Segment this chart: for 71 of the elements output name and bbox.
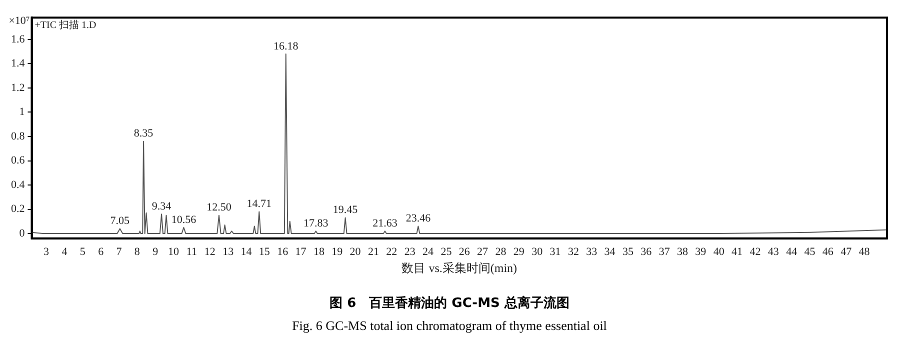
annotation: 12.50 — [206, 202, 232, 214]
text: 图 6 百里香精油的 GC-MS 总离子流图 — [328, 294, 570, 312]
x-tick-label: 32 — [568, 246, 579, 258]
annotation: 19.45 — [332, 204, 358, 216]
x-tick-label: 43 — [768, 246, 780, 258]
x-tick-label: 21 — [368, 246, 379, 258]
x-tick-label: 47 — [840, 246, 852, 258]
x-tick-label: 17 — [295, 246, 307, 258]
x-tick-label: 36 — [640, 246, 652, 258]
annotation: 17.83 — [303, 218, 329, 230]
x-tick-label: 10 — [168, 246, 180, 258]
annotation: 9.34 — [152, 200, 172, 213]
annotation: +TIC 扫描 1.D — [34, 19, 96, 32]
x-tick-label: 27 — [477, 246, 489, 258]
x-tick-label: 11 — [186, 246, 198, 258]
x-tick-label: 40 — [713, 246, 725, 258]
x-tick-label: 37 — [658, 246, 670, 258]
x-tick-label: 8 — [134, 246, 140, 258]
annotation: 21.63 — [372, 218, 398, 230]
y-tick-label: 0.8 — [11, 130, 26, 142]
x-tick-label: 38 — [677, 246, 689, 258]
x-tick-label: 15 — [258, 246, 270, 258]
x-tick-label: 6 — [98, 246, 104, 258]
y-tick-label: 1.2 — [11, 82, 25, 94]
x-tick-label: 39 — [695, 246, 707, 258]
x-tick-label: 34 — [604, 246, 616, 258]
x-tick-label: 22 — [386, 246, 398, 258]
y-tick-label: 0.6 — [11, 154, 26, 167]
annotation: 14.71 — [246, 198, 272, 210]
annotation: 23.46 — [406, 212, 432, 225]
x-tick-label: 31 — [550, 246, 561, 258]
x-tick-label: 13 — [222, 246, 234, 258]
x-axis-title: 数目 vs.采集时间(min) — [402, 260, 518, 275]
text: Fig. 6 GC-MS total ion chromatogram of thyme essential oil — [291, 318, 608, 334]
x-tick-label: 19 — [332, 246, 344, 258]
y-tick-label: 1.6 — [11, 33, 26, 46]
x-tick-label: 46 — [822, 246, 834, 258]
x-tick-label: 28 — [495, 246, 507, 258]
x-tick-label: 41 — [732, 246, 743, 258]
x-tick-label: 20 — [350, 246, 362, 258]
x-tick-label: 7 — [116, 246, 122, 258]
x-tick-label: 16 — [277, 246, 289, 258]
y-tick-label: 0 — [19, 227, 26, 240]
y-tick-label: 1.4 — [11, 58, 26, 70]
x-tick-label: 25 — [440, 246, 452, 258]
x-tick-label: 5 — [80, 246, 86, 258]
x-tick-label: 24 — [422, 246, 434, 258]
x-tick-label: 3 — [44, 246, 50, 258]
x-tick-label: 33 — [586, 246, 598, 258]
x-tick-label: 45 — [804, 246, 816, 258]
annotation: 8.35 — [134, 128, 154, 140]
y-tick-label: 0.2 — [11, 203, 25, 216]
annotation: 16.18 — [273, 40, 299, 52]
y-axis-title: ×10⁷ — [8, 14, 30, 27]
x-tick-label: 35 — [622, 246, 634, 258]
x-tick-label: 48 — [858, 246, 870, 258]
y-tick-label: 0.4 — [11, 178, 26, 191]
x-tick-label: 4 — [62, 246, 68, 258]
x-tick-label: 18 — [313, 246, 325, 258]
x-tick-label: 12 — [204, 246, 216, 258]
annotation: 10.56 — [171, 214, 197, 226]
annotation: 7.05 — [110, 215, 130, 228]
x-tick-label: 42 — [750, 246, 761, 258]
x-tick-label: 9 — [152, 246, 159, 258]
x-tick-label: 30 — [532, 246, 544, 258]
y-tick-label: 1 — [19, 106, 25, 118]
x-tick-label: 14 — [240, 246, 252, 258]
x-tick-label: 29 — [513, 246, 525, 258]
x-tick-label: 44 — [786, 246, 798, 258]
x-tick-label: 26 — [458, 246, 470, 258]
x-tick-label: 23 — [404, 246, 416, 258]
